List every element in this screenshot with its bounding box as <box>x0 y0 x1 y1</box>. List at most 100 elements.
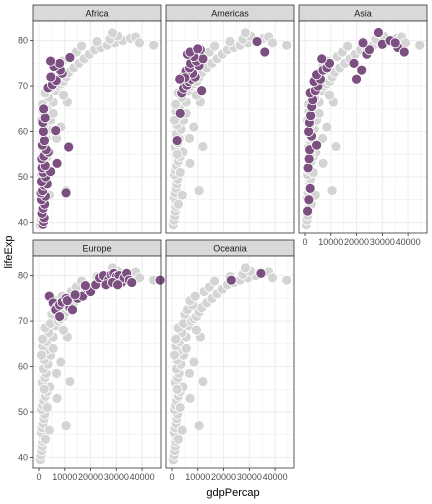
x-tick-label: 10000 <box>52 472 77 482</box>
highlight-point <box>316 53 328 65</box>
background-point <box>37 333 49 345</box>
background-point <box>171 148 183 160</box>
highlight-point <box>303 126 315 137</box>
facet-panel-americas: Americas <box>165 4 295 234</box>
panel-border <box>165 20 295 234</box>
background-point <box>107 27 118 39</box>
background-point <box>281 274 293 286</box>
x-tick-label: 0 <box>36 472 41 482</box>
highlight-point <box>192 43 204 55</box>
facet-strip-label: Oceania <box>213 244 247 254</box>
y-axis-title: lifeExp <box>3 235 15 268</box>
y-tick-label: 40 <box>18 217 28 227</box>
background-point <box>317 132 328 144</box>
x-tick-label: 40000 <box>130 472 155 482</box>
highlight-point <box>259 46 271 58</box>
background-point <box>197 141 209 152</box>
x-tick-label: 10000 <box>318 237 343 247</box>
highlight-point <box>171 135 183 147</box>
background-point <box>326 185 338 197</box>
highlight-point <box>356 64 368 76</box>
background-point <box>191 324 202 336</box>
background-point <box>91 36 103 47</box>
highlight-point <box>302 162 314 174</box>
highlight-point <box>63 141 75 153</box>
highlight-point <box>311 139 323 151</box>
highlight-point <box>45 71 57 83</box>
background-point <box>189 290 201 302</box>
background-point <box>188 356 200 368</box>
background-point <box>47 107 59 119</box>
highlight-point <box>357 37 369 49</box>
plot-background <box>166 256 294 468</box>
y-tick-label: 50 <box>18 172 28 182</box>
highlight-point <box>50 125 62 137</box>
highlight-point <box>37 126 49 137</box>
background-point <box>173 433 184 445</box>
y-tick-label: 60 <box>18 127 28 137</box>
highlight-point <box>225 274 237 286</box>
highlight-point <box>54 57 66 69</box>
background-point <box>188 121 200 133</box>
background-point <box>47 342 59 354</box>
background-point <box>342 40 353 52</box>
background-point <box>170 333 182 345</box>
background-point <box>174 402 186 413</box>
highlight-point <box>67 304 78 316</box>
x-tick-label: 40000 <box>396 237 421 247</box>
highlight-point <box>174 73 186 85</box>
highlight-point <box>389 37 401 49</box>
background-point <box>184 367 195 379</box>
highlight-point <box>112 279 124 291</box>
background-point <box>173 198 184 210</box>
highlight-point <box>80 280 91 292</box>
background-point <box>193 420 205 432</box>
background-point <box>36 349 47 361</box>
background-point <box>51 392 63 404</box>
highlight-point <box>45 55 56 67</box>
background-point <box>55 356 67 368</box>
background-point <box>170 98 182 110</box>
highlight-point <box>39 135 50 147</box>
background-point <box>324 89 335 101</box>
x-tick-label: 40000 <box>263 472 288 482</box>
background-point <box>197 376 209 387</box>
facet-panel-africa: Africa 40 50 60 70 80 <box>18 4 162 234</box>
highlight-point <box>398 46 410 58</box>
highlight-point <box>304 182 316 194</box>
background-point <box>134 37 145 49</box>
background-point <box>193 185 205 197</box>
highlight-point <box>197 53 209 65</box>
x-tick-label: 30000 <box>237 472 262 482</box>
background-point <box>41 402 53 413</box>
background-point <box>64 376 76 387</box>
y-tick-label: 40 <box>18 452 28 462</box>
highlight-point <box>38 103 50 115</box>
y-tick-label: 60 <box>18 362 28 372</box>
facet-strip-label: Americas <box>211 9 249 19</box>
background-point <box>43 424 55 436</box>
background-point <box>184 392 196 404</box>
background-point <box>267 272 278 284</box>
background-point <box>330 141 342 152</box>
highlight-point <box>364 44 375 56</box>
highlight-point <box>54 311 66 322</box>
background-point <box>176 189 188 201</box>
highlight-point <box>255 267 267 279</box>
background-point <box>60 420 72 432</box>
background-point <box>40 433 51 445</box>
y-tick-label: 50 <box>18 407 28 417</box>
y-tick-label: 80 <box>18 36 28 46</box>
background-point <box>148 39 160 51</box>
background-point <box>240 27 251 39</box>
highlight-point <box>69 289 81 301</box>
x-tick-label: 20000 <box>344 237 369 247</box>
x-tick-label: 20000 <box>78 472 103 482</box>
y-tick-label: 70 <box>18 81 28 91</box>
highlight-point <box>154 274 166 286</box>
background-point <box>184 132 195 144</box>
x-tick-label: 30000 <box>370 237 395 247</box>
x-tick-label: 0 <box>302 237 307 247</box>
